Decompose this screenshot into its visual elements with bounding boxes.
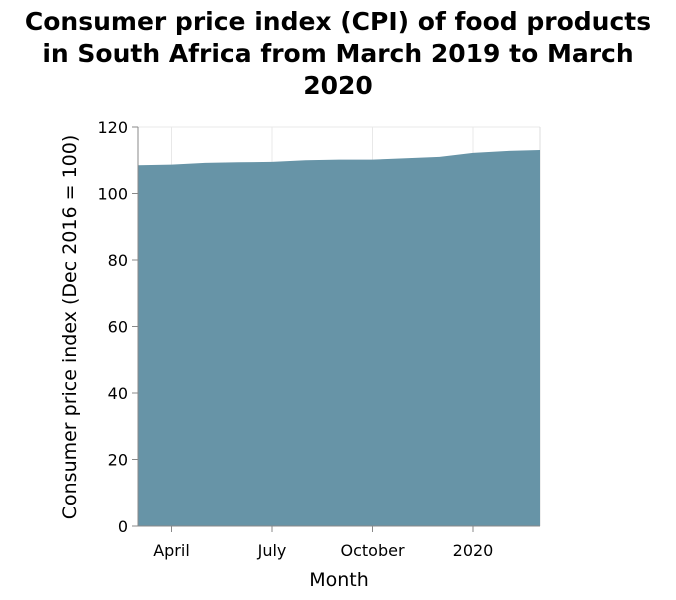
- y-tick-label: 40: [108, 384, 128, 403]
- y-tick-label: 0: [118, 517, 128, 536]
- series-area-group: [138, 149, 540, 526]
- y-axis-title: Consumer price index (Dec 2016 = 100): [59, 135, 81, 520]
- axes: 0 20 40 60 80 100 120 April July October 2020: [97, 118, 540, 560]
- chart-title-line-3: 2020: [303, 71, 373, 100]
- chart-title-line-2: in South Africa from March 2019 to March: [42, 39, 634, 68]
- series-area: [138, 149, 540, 526]
- y-tick-label: 20: [108, 451, 128, 470]
- chart-title: Consumer price index (CPI) of food produ…: [0, 6, 676, 102]
- x-tick-label: October: [340, 541, 404, 560]
- y-tick-label: 120: [97, 118, 128, 137]
- y-tick-label: 60: [108, 318, 128, 337]
- x-tick-label: July: [257, 541, 287, 560]
- chart-title-line-1: Consumer price index (CPI) of food produ…: [24, 7, 652, 36]
- x-tick-label: April: [153, 541, 190, 560]
- y-tick-label: 100: [97, 185, 128, 204]
- y-tick-label: 80: [108, 251, 128, 270]
- x-axis-title: Month: [309, 569, 369, 591]
- x-tick-label: 2020: [453, 541, 494, 560]
